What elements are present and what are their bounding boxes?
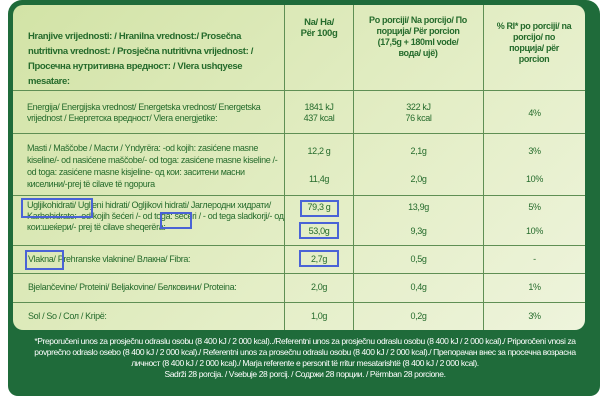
energy-per-portion: 322 kJ 76 kcal — [405, 102, 432, 123]
row-divider — [13, 245, 585, 246]
sugars-ri: 10% — [526, 226, 543, 236]
header-label: Hranjive vrijednosti: / Hranilna vrednos… — [28, 31, 253, 87]
row-divider — [13, 133, 585, 134]
row-divider — [13, 302, 585, 303]
row-energy-label: Energija/ Energijska vrednost/ Energetsk… — [27, 102, 261, 123]
row-divider — [13, 90, 585, 91]
header-ri: % RI* po porciji/ na porcijo/ по порција… — [496, 21, 572, 64]
col-divider — [483, 5, 484, 330]
carbohydrate-per-portion: 13,9g — [408, 202, 429, 212]
sugars-per-portion: 9,3g — [410, 226, 427, 236]
footer: *Preporučeni unos za prosječnu odraslu o… — [20, 336, 590, 380]
row-fat-label: Masti / Maščobe / Масти / Yndyrëra: -od … — [27, 143, 278, 189]
protein-per-100g: 2,0g — [310, 282, 328, 292]
nutrition-table: Hranjive vrijednosti: / Hranilna vrednos… — [13, 5, 585, 330]
energy-ri: 4% — [528, 108, 541, 118]
salt-per-100g: 1,0g — [310, 311, 328, 321]
fibre-per-100g: 2,7g — [310, 254, 328, 264]
protein-ri: 1% — [528, 282, 541, 292]
carbohydrate-ri: 5% — [528, 202, 541, 212]
col-divider — [284, 5, 285, 330]
row-protein-label: Bjelančevine/ Proteini/ Beljakovine/ Бел… — [28, 282, 237, 292]
sugars-per-100g: 53,0g — [308, 226, 330, 236]
row-divider — [13, 195, 585, 196]
protein-per-portion: 0,4g — [410, 282, 427, 292]
saturates-ri: 10% — [526, 174, 543, 184]
fat-per-100g: 12,2 g — [307, 146, 331, 156]
row-divider — [13, 273, 585, 274]
energy-per-100g: 1841 kJ 437 kcal — [303, 102, 335, 123]
highlight-box-fibre-value — [299, 250, 339, 267]
row-fibre-label: Vlakna/ Prehranske vlaknine/ Влакна/ Fib… — [28, 254, 191, 264]
row-salt-label: Sol / So / Сол / Kripë: — [28, 311, 107, 321]
highlight-box-sugars-value — [299, 222, 339, 239]
fibre-ri: - — [533, 254, 536, 264]
highlight-box-fibre — [25, 250, 64, 270]
fat-ri: 3% — [528, 146, 541, 156]
highlight-box-sugars — [160, 212, 192, 229]
footer-portions: Sadrži 28 porcija. / Vsebuje 28 porcij. … — [164, 369, 446, 379]
col-divider — [353, 5, 354, 330]
fat-per-portion: 2,1g — [410, 146, 427, 156]
footer-reference-note: *Preporučeni unos za prosječnu odraslu o… — [34, 336, 576, 368]
saturates-per-100g: 11,4g — [308, 174, 330, 184]
highlight-box-carbohydrate — [21, 198, 93, 218]
saturates-per-portion: 2,0g — [410, 174, 427, 184]
carbohydrate-per-100g: 79,3 g — [307, 202, 331, 212]
salt-ri: 3% — [528, 311, 541, 321]
header-per-100g: Na/ Ha/ Për 100g — [300, 17, 338, 39]
highlight-box-carbohydrate-value — [300, 200, 339, 217]
row-carbohydrate-label: Ugljikohidrati/ Ugljeni hidrati/ Ogljiko… — [27, 200, 284, 232]
header-per-portion: Po porciji/ Na porcijo/ По порција/ Për … — [369, 15, 467, 58]
salt-per-portion: 0,2g — [410, 311, 427, 321]
fibre-per-portion: 0,5g — [410, 254, 427, 264]
